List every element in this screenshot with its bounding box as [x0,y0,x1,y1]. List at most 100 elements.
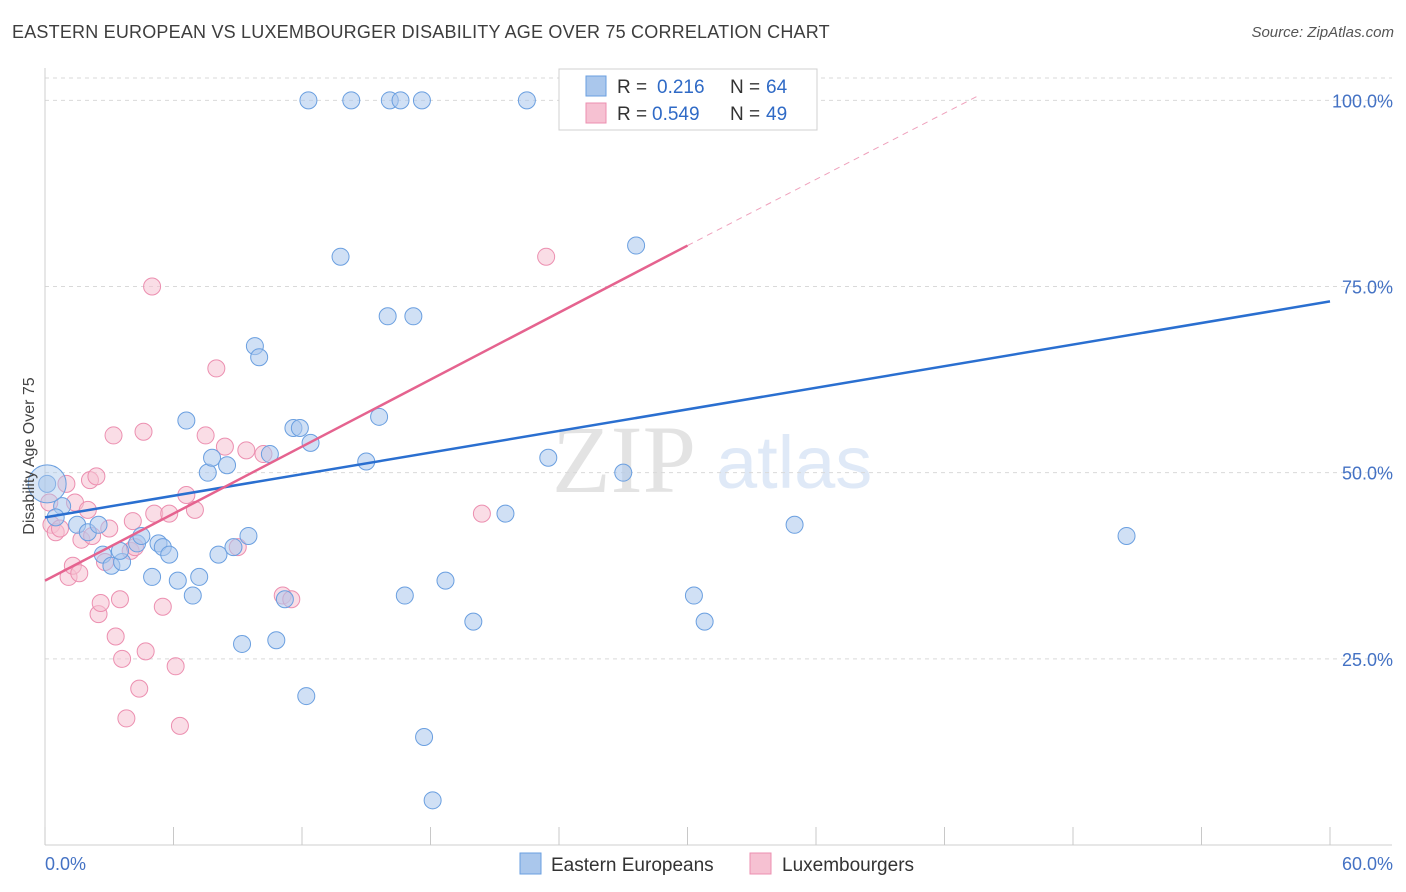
y-axis-label: Disability Age Over 75 [21,377,38,535]
eastern-european-point [539,448,558,467]
eastern-european-point [190,567,209,586]
y-tick-label: 75.0% [1342,278,1393,298]
legend-r-label-pink: R = [617,104,647,125]
series-legend-swatch-blue [519,852,542,875]
watermark-atlas: atlas [716,421,872,504]
eastern-european-point [695,612,714,631]
luxembourger-point [170,716,189,735]
luxembourger-point [110,590,129,609]
luxembourger-point [130,679,149,698]
eastern-european-point [785,515,804,534]
eastern-european-point [275,590,294,609]
luxembourger-point [104,426,123,445]
grid-lines [45,77,1392,660]
luxembourger-point [70,564,89,583]
series-legend-swatch-pink [749,852,772,875]
eastern-european-point [464,612,483,631]
legend-n-value-pink: 49 [766,104,787,125]
series-legend-label-pink: Luxembourgers [782,855,914,876]
eastern-european-point [627,236,646,255]
luxembourger-point [166,657,185,676]
axes [44,68,1392,846]
x-tick-label: 60.0% [1342,854,1393,874]
eastern-european-point [370,407,389,426]
tick-labels: 25.0% 50.0% 75.0% 100.0% 0.0% 60.0% [45,91,1393,874]
eastern-european-point [391,91,410,110]
watermark-zip: ZIP [552,406,696,513]
luxembourger-point [117,709,136,728]
luxembourger-point [185,500,204,519]
luxembourger-point [91,593,110,612]
luxembourger-point [153,597,172,616]
eastern-european-point [684,586,703,605]
eastern-european-point [342,91,361,110]
eastern-european-points [27,91,1136,810]
chart-title: EASTERN EUROPEAN VS LUXEMBOURGER DISABIL… [12,22,830,42]
x-tick-label: 0.0% [45,854,86,874]
legend-n-value-blue: 64 [766,77,788,98]
eastern-european-point [436,571,455,590]
legend-n-label-pink: N = [730,104,760,125]
eastern-european-point [299,91,318,110]
legend-r-label-blue: R = [617,77,647,98]
luxembourger-point [215,437,234,456]
eastern-european-trend-line [44,300,1331,519]
legend-swatch-blue [585,75,607,97]
legend-swatch-pink [585,102,607,124]
eastern-european-point [415,728,434,747]
eastern-european-point [203,448,222,467]
y-tick-label: 25.0% [1342,650,1393,670]
y-tick-label: 50.0% [1342,464,1393,484]
legend-r-value-blue: 0.216 [657,77,705,98]
luxembourger-points [40,247,556,735]
luxembourger-point [106,627,125,646]
luxembourger-point [134,422,153,441]
eastern-european-point-large [27,464,67,504]
eastern-european-point [224,538,243,557]
eastern-european-point [290,418,309,437]
series-legend: Eastern Europeans Luxembourgers [519,852,914,876]
eastern-european-point [198,463,217,482]
eastern-european-point [1117,526,1136,545]
luxembourger-point [87,467,106,486]
eastern-european-point [378,307,397,326]
eastern-european-point [331,247,350,266]
eastern-european-point [614,463,633,482]
eastern-european-point [209,545,228,564]
eastern-european-point [239,526,258,545]
luxembourger-point [207,359,226,378]
eastern-european-point [160,545,179,564]
eastern-european-point [38,474,57,493]
luxembourger-point [143,277,162,296]
eastern-european-point [517,91,536,110]
source-credit: Source: ZipAtlas.com [1251,24,1394,41]
luxembourger-point [537,247,556,266]
eastern-european-point [496,504,515,523]
trend-lines [44,96,1331,582]
luxembourger-point [472,504,491,523]
eastern-european-point [183,586,202,605]
eastern-european-point [250,348,269,367]
eastern-european-point [143,567,162,586]
luxembourger-point [123,512,142,531]
eastern-european-point [412,91,431,110]
luxembourger-point [196,426,215,445]
luxembourger-trend-line [44,244,689,582]
eastern-european-point [423,791,442,810]
eastern-european-point [89,515,108,534]
y-tick-label: 100.0% [1332,91,1393,111]
series-legend-label-blue: Eastern Europeans [551,855,714,876]
eastern-european-point [233,634,252,653]
eastern-european-point [177,411,196,430]
luxembourger-point [136,642,155,661]
legend-n-label-blue: N = [730,77,760,98]
eastern-european-point [267,631,286,650]
legend-r-value-pink: 0.549 [652,104,700,125]
eastern-european-point [297,687,316,706]
eastern-european-point [404,307,423,326]
correlation-legend: R = 0.216 N = 64 R = 0.549 N = 49 [558,68,818,131]
luxembourger-point [113,649,132,668]
eastern-european-point [168,571,187,590]
luxembourger-point [237,441,256,460]
